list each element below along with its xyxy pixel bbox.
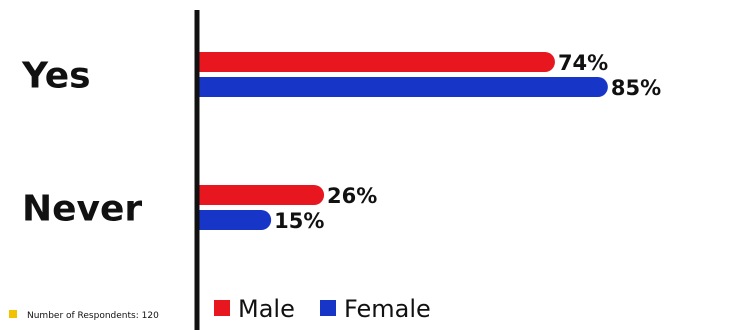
- category-label-yes: Yes: [21, 56, 91, 97]
- bar-never-male: [199, 185, 325, 205]
- respondents-note-marker: [9, 310, 17, 318]
- legend-swatch-male: [214, 300, 230, 316]
- value-label-yes-female: 85%: [611, 76, 661, 100]
- value-label-yes-male: 74%: [558, 51, 608, 75]
- respondents-note-text: Number of Respondents: 120: [27, 311, 159, 321]
- bar-base-yes-male: [199, 52, 219, 72]
- bar-base-never-female: [199, 210, 219, 230]
- respondents-note: Number of Respondents: 120: [9, 310, 159, 321]
- category-label-never: Never: [22, 189, 142, 230]
- category-labels: Yes Never: [21, 56, 142, 230]
- value-label-never-male: 26%: [327, 184, 377, 208]
- bar-yes-female: [199, 77, 608, 97]
- value-labels: 74%85% 26%15%: [274, 51, 661, 233]
- legend-label-male: Male: [238, 295, 295, 323]
- legend-swatch-female: [320, 300, 336, 316]
- bar-yes-male: [199, 52, 555, 72]
- value-label-never-female: 15%: [274, 209, 324, 233]
- legend: Male Female: [214, 295, 431, 323]
- bar-base-never-male: [199, 185, 219, 205]
- bar-base-yes-female: [199, 77, 219, 97]
- bars: [199, 52, 608, 230]
- legend-label-female: Female: [344, 295, 431, 323]
